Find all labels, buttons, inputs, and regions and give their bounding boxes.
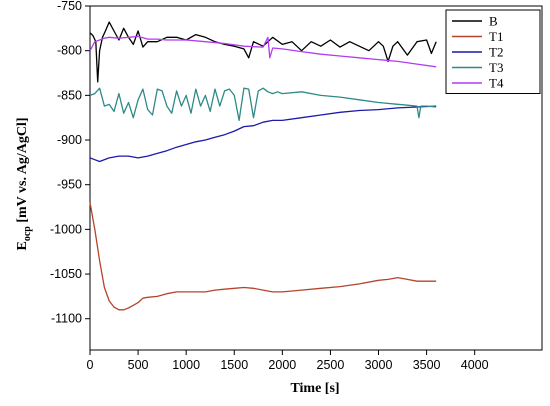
series-line-t4 — [89, 35, 437, 68]
y-tick-label: -1050 — [50, 267, 82, 281]
x-tick-label: 1000 — [172, 358, 200, 372]
legend-label-t1: T1 — [489, 29, 503, 44]
x-tick-label: 1500 — [220, 358, 248, 372]
x-tick-label: 2500 — [317, 358, 345, 372]
legend-label-b: B — [489, 14, 498, 29]
x-tick-label: 2000 — [268, 358, 296, 372]
axes-frame — [89, 5, 543, 351]
y-tick-label: -750 — [57, 0, 82, 13]
legend-label-t3: T3 — [489, 60, 503, 75]
legend-label-t4: T4 — [489, 76, 504, 91]
x-tick-label: 500 — [128, 358, 149, 372]
y-tick-label: -850 — [57, 88, 82, 102]
series-line-t2 — [89, 105, 437, 163]
x-tick-label: 0 — [87, 358, 94, 372]
series-line-t1 — [89, 202, 437, 311]
y-tick-label: -1100 — [51, 312, 82, 326]
plot-area-frame — [89, 5, 543, 351]
series-line-b — [89, 21, 437, 83]
x-axis-title: Time [s] — [290, 381, 339, 396]
y-tick-label: -950 — [57, 178, 82, 192]
y-axis-title-rest: [mV vs. Ag/AgCl] — [15, 118, 30, 227]
x-tick-label: 3500 — [413, 358, 441, 372]
x-tick-label: 4000 — [461, 358, 489, 372]
y-axis-title-subscript: ocp — [22, 226, 33, 241]
y-axis-title: Eocp [mV vs. Ag/AgCl] — [15, 118, 33, 251]
x-tick-label: 3000 — [365, 358, 393, 372]
y-tick-label: -800 — [57, 44, 82, 58]
y-tick-label: -1000 — [50, 222, 82, 236]
tick-marks: 0 500 1000 1500 2000 2500 3000 3500 4000 -750 -800… — [50, 0, 489, 372]
legend-label-t2: T2 — [489, 45, 503, 60]
series-line-t3 — [89, 87, 437, 122]
y-tick-label: -900 — [57, 133, 82, 147]
series-layer — [89, 21, 437, 311]
y-axis-title-main: E — [15, 241, 30, 250]
